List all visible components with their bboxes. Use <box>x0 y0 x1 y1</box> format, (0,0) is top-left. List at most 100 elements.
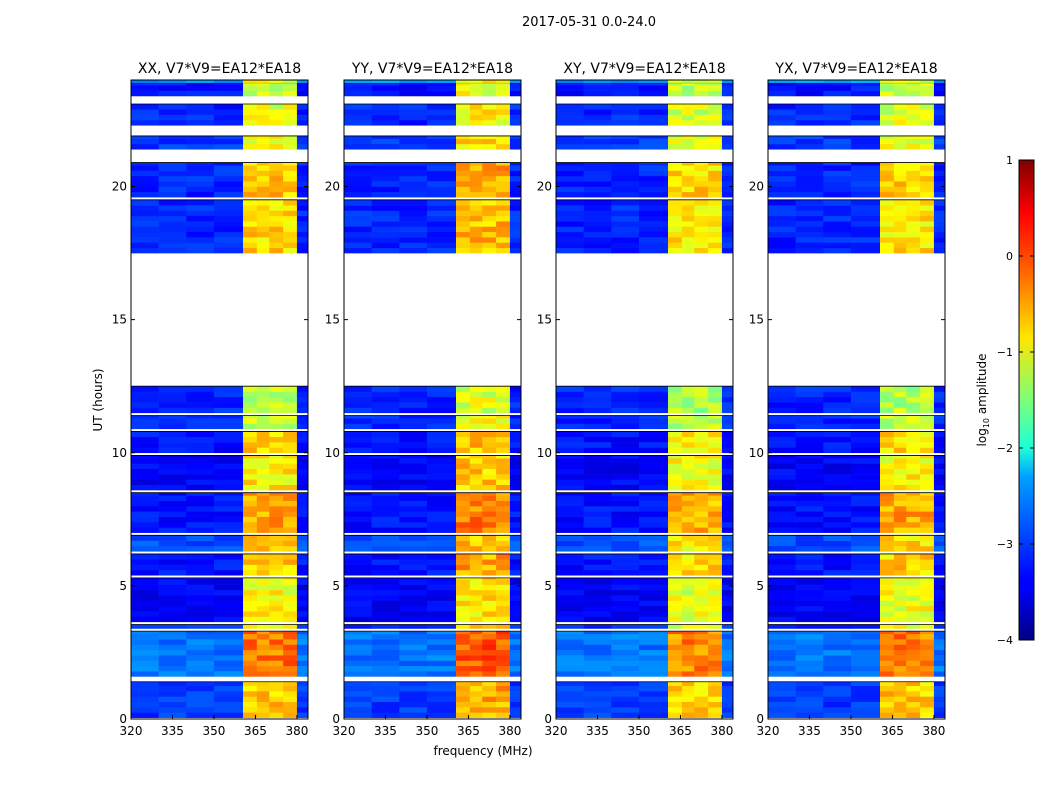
panel-title: YX, V7*V9=EA12*EA18 <box>774 61 937 77</box>
heatmap-cell <box>213 492 244 496</box>
heatmap-cell <box>482 455 497 459</box>
heatmap-cell <box>426 103 457 110</box>
heatmap-cell <box>920 431 935 438</box>
heatmap-cell <box>681 605 695 612</box>
heatmap-cell <box>131 215 159 222</box>
heatmap-cell <box>482 685 497 692</box>
heatmap-cell <box>920 553 935 560</box>
heatmap-cell <box>456 511 471 517</box>
heatmap-cell <box>399 712 428 718</box>
heatmap-cell <box>158 90 187 97</box>
heatmap-cell <box>933 479 946 485</box>
heatmap-cell <box>708 135 723 139</box>
heatmap-cell <box>768 447 796 454</box>
heatmap-cell <box>721 447 734 454</box>
heatmap-cell <box>158 205 187 211</box>
heatmap-cell <box>269 90 284 97</box>
heatmap-cell <box>269 162 284 166</box>
heatmap-cell <box>893 506 907 512</box>
heatmap-cell <box>920 226 935 233</box>
heatmap-cell <box>668 540 683 547</box>
heatmap-cell <box>668 431 683 438</box>
heatmap-cell <box>482 415 497 419</box>
heatmap-cell <box>906 569 921 576</box>
heatmap-cell <box>158 584 187 591</box>
heatmap-cell <box>269 199 284 206</box>
heatmap-cell <box>694 521 709 528</box>
heatmap-cell <box>694 191 709 198</box>
heatmap-cell <box>344 584 372 591</box>
heatmap-cell <box>399 569 428 576</box>
heatmap-cell <box>823 210 852 217</box>
y-tick-label: 5 <box>332 579 340 593</box>
heatmap-cell <box>638 391 669 398</box>
heatmap-cell <box>906 644 921 651</box>
heatmap-cell <box>131 80 159 83</box>
heatmap-cell <box>906 665 921 672</box>
heatmap-cell <box>721 237 734 243</box>
heatmap-cell <box>933 468 946 475</box>
heatmap-cell <box>131 500 159 507</box>
heatmap-cell <box>344 165 372 171</box>
heatmap-cell <box>768 90 796 97</box>
heatmap-cell <box>131 463 159 470</box>
x-tick-label: 350 <box>628 724 651 738</box>
heatmap-cell <box>668 165 683 171</box>
heatmap-cell <box>509 535 522 541</box>
heatmap-cell <box>186 386 215 392</box>
heatmap-cell <box>399 495 428 501</box>
heatmap-cell <box>243 114 258 121</box>
heatmap-cell <box>583 114 612 121</box>
heatmap-cell <box>880 237 895 243</box>
heatmap-cell <box>583 386 612 392</box>
heatmap-cell <box>708 681 723 687</box>
heatmap-cell <box>795 455 824 459</box>
heatmap-cell <box>708 242 723 249</box>
heatmap-cell <box>283 624 298 629</box>
heatmap-cell <box>880 468 895 475</box>
heatmap-cell <box>638 205 669 211</box>
heatmap-cell <box>131 458 159 464</box>
heatmap-cell <box>823 135 852 139</box>
heatmap-cell <box>344 655 372 661</box>
heatmap-cell <box>721 162 734 166</box>
heatmap-cell <box>668 231 683 238</box>
heatmap-cell <box>269 103 284 110</box>
heatmap-cell <box>186 584 215 591</box>
heatmap-cell <box>482 707 497 713</box>
heatmap-cell <box>256 135 270 139</box>
heatmap-cell <box>721 402 734 408</box>
heatmap-cell <box>795 500 824 507</box>
heatmap-cell <box>496 631 511 635</box>
heatmap-cell <box>694 707 709 713</box>
heatmap-cell <box>850 455 881 459</box>
heatmap-cell <box>186 624 215 629</box>
heatmap-cell <box>638 511 669 517</box>
heatmap-cell <box>556 521 584 528</box>
heatmap-cell <box>880 80 895 83</box>
heatmap-cell <box>469 221 483 227</box>
heatmap-cell <box>668 138 683 145</box>
heatmap-cell <box>920 455 935 459</box>
heatmap-cell <box>721 707 734 713</box>
heatmap-cell <box>823 701 852 708</box>
heatmap-cell <box>850 521 881 528</box>
heatmap-cell <box>344 707 372 713</box>
heatmap-cell <box>638 577 669 580</box>
heatmap-cell <box>668 600 683 607</box>
heatmap-cell <box>850 611 881 617</box>
heatmap-cell <box>933 495 946 501</box>
heatmap-cell <box>344 162 372 166</box>
heatmap-cell <box>556 527 584 533</box>
heatmap-cell <box>399 681 428 687</box>
heatmap-cell <box>920 458 935 464</box>
heatmap-cell <box>611 231 640 238</box>
heatmap-cell <box>681 569 695 576</box>
heatmap-cell <box>668 631 683 635</box>
heatmap-cell <box>496 671 511 677</box>
heatmap-cell <box>823 589 852 596</box>
heatmap-cell <box>721 527 734 533</box>
heatmap-cell <box>186 175 215 182</box>
heatmap-cell <box>583 191 612 198</box>
